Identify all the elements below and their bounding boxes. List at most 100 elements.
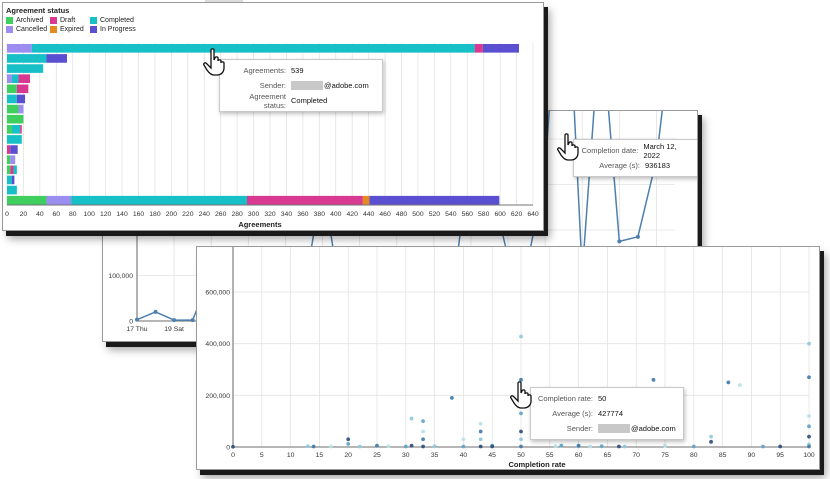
data-point: [311, 444, 316, 449]
y-tick-label: 0: [226, 445, 230, 452]
data-point: [432, 444, 437, 449]
data-point: [231, 444, 235, 449]
bar-segment-draft: [20, 125, 22, 134]
data-point: [478, 444, 483, 449]
tooltip-date-label: Completion date:: [581, 146, 639, 155]
x-tick-label: 60: [53, 211, 61, 218]
legend-item-completed[interactable]: Completed: [90, 17, 134, 24]
x-tick-label: 80: [690, 452, 698, 459]
tooltip-sender-label: Sender:: [566, 424, 593, 433]
x-tick-label: 20: [20, 211, 28, 218]
bar-segment-completed: [7, 135, 22, 144]
data-point: [519, 437, 523, 442]
x-tick-label: 300: [248, 211, 260, 218]
data-point: [622, 444, 627, 449]
x-tick-label: 70: [632, 452, 640, 459]
x-tick-label: 65: [604, 452, 612, 459]
bar-segment-completed: [7, 175, 12, 185]
x-tick-label: 85: [719, 452, 727, 459]
x-tick-label: 440: [363, 211, 375, 218]
legend-swatch: [6, 26, 13, 33]
tooltip-status-label: Agreement status:: [249, 91, 286, 110]
bar-segment-in-progress: [10, 145, 18, 154]
bar-segment-in-progress: [482, 44, 520, 53]
x-tick-label: 460: [379, 211, 391, 218]
y-tick-label: 400,000: [205, 341, 230, 348]
data-point: [421, 437, 425, 442]
legend-item-cancelled[interactable]: Cancelled: [6, 26, 47, 33]
data-point: [778, 444, 783, 449]
x-tick-label: 140: [116, 211, 128, 218]
y-tick-label: 200,000: [205, 393, 230, 400]
data-point: [737, 383, 742, 387]
data-point: [807, 424, 811, 429]
tooltip-sender-label: Sender:: [259, 81, 286, 90]
tooltip-agreements-value: 539: [291, 66, 304, 75]
legend-label: Draft: [60, 17, 76, 24]
scatter-chart-panel: 0 200,000 400,000 600,000 0 5 10 15 20 25 30 35 40 45…: [196, 246, 820, 470]
legend-item-expired[interactable]: Expired: [50, 26, 84, 33]
data-point: [519, 377, 523, 382]
x-tick-label: 200: [166, 211, 178, 218]
legend-item-in-progress[interactable]: In Progress: [90, 26, 136, 33]
data-point: [409, 443, 414, 448]
data-point: [807, 444, 811, 449]
bar-segment-in-progress: [369, 195, 500, 205]
bar-segment-archived: [7, 165, 11, 175]
bar-segment-completed: [7, 64, 44, 73]
data-point: [559, 443, 564, 448]
bar-segment-cancelled: [10, 155, 16, 164]
data-point: [709, 434, 713, 439]
x-tick-label: 380: [314, 211, 326, 218]
tooltip-rate-value: 50: [598, 394, 607, 403]
bar-segment-cancelled: [7, 74, 12, 83]
legend-label: Cancelled: [16, 26, 48, 33]
x-tick-label: 120: [100, 211, 112, 218]
tooltip-avg-label: Average (s):: [599, 161, 640, 170]
data-point: [691, 444, 696, 449]
data-point: [807, 341, 811, 346]
bar-segment-archived: [7, 195, 47, 205]
data-point: [519, 334, 523, 339]
y-tick-label: 200,000: [108, 228, 133, 235]
data-point: [617, 444, 621, 449]
x-tick-label: 400: [330, 211, 342, 218]
x-tick-label: 280: [231, 211, 243, 218]
bar-chart: 0 20 40 60 80 100 120 140 160 180 200 220 240 260 280 3…: [5, 43, 539, 229]
bar-segment-cancelled: [7, 44, 32, 53]
x-tick-label: 60: [575, 452, 583, 459]
data-point: [807, 434, 811, 439]
x-tick-label: 55: [546, 452, 554, 459]
data-point: [663, 443, 667, 448]
legend-label: Archived: [16, 17, 44, 24]
data-point: [421, 444, 425, 449]
data-point: [153, 309, 158, 314]
data-point: [421, 419, 425, 424]
data-point: [709, 439, 713, 444]
x-tick-label: 560: [462, 211, 474, 218]
x-tick-label: 40: [460, 452, 468, 459]
hand-cursor-icon: [203, 48, 225, 76]
x-tick-label: 0: [5, 211, 9, 218]
bar-segment-completed: [11, 74, 19, 83]
bar-segment-draft: [18, 74, 31, 83]
scatter-tooltip: Completion rate: 50 Average (s): 427774 Se…: [530, 387, 684, 440]
legend-item-archived[interactable]: Archived: [6, 17, 43, 24]
tooltip-avg-value: 427774: [598, 409, 624, 418]
x-tick-label: 360: [297, 211, 309, 218]
bar-segment-completed: [71, 195, 247, 205]
bar-segment-in-progress: [11, 175, 15, 185]
data-point: [519, 429, 523, 434]
data-point: [726, 380, 731, 385]
bar-segment-completed: [7, 94, 17, 104]
bar-segment-completed: [7, 54, 47, 63]
tooltip-agreements-label: Agreements:: [243, 66, 286, 75]
data-point: [651, 377, 656, 382]
data-point: [478, 437, 483, 442]
legend-item-draft[interactable]: Draft: [50, 17, 75, 24]
data-point: [449, 396, 454, 400]
bar-segment-cancelled: [46, 195, 72, 205]
bar-segment-completed: [7, 185, 17, 195]
hand-cursor-icon: [557, 133, 579, 161]
tooltip-avg-label: Average (s):: [552, 409, 593, 418]
